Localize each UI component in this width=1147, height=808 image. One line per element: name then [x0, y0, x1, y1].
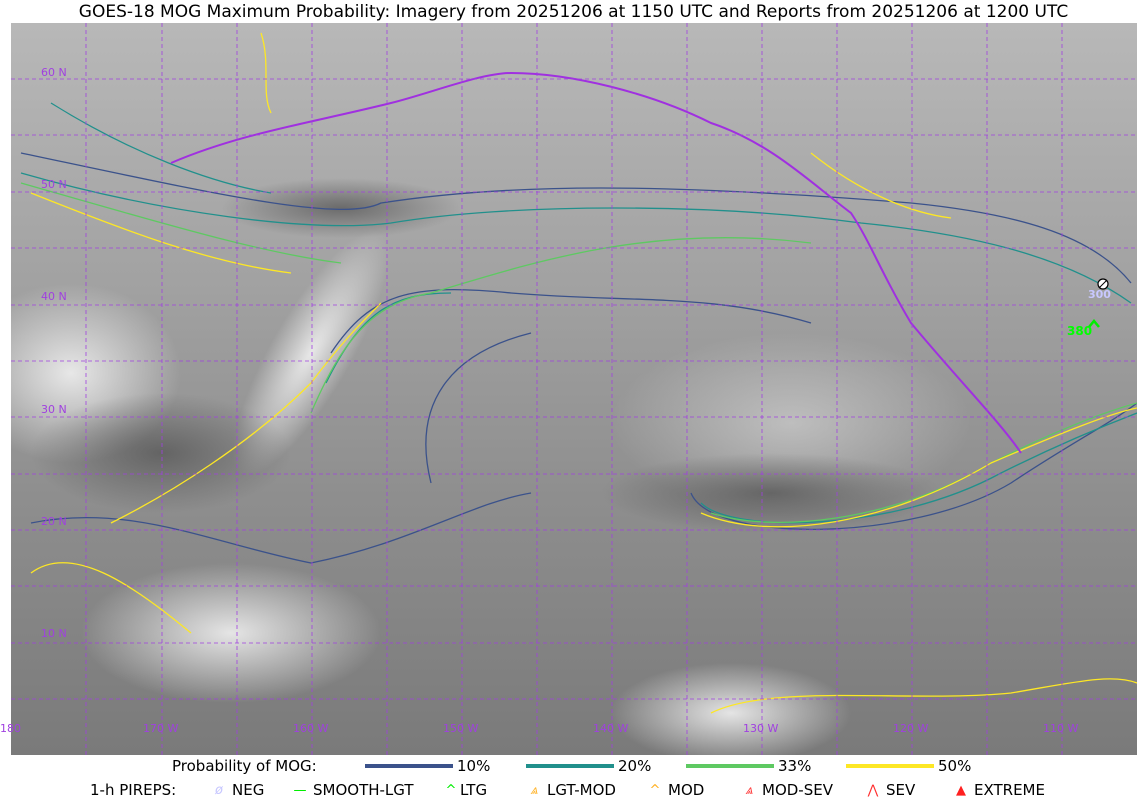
lon-label-180: 180: [0, 722, 21, 735]
lat-label-60n: 60 N: [41, 66, 67, 79]
double-caret-bar-icon: ⩓: [745, 782, 753, 798]
map-canvas: 300 380: [0, 23, 1138, 763]
pirep-legend-title: 1-h PIREPS:: [90, 781, 177, 799]
legend-ltg: ^ LTG: [445, 781, 488, 799]
probability-legend-title: Probability of MOG:: [172, 757, 317, 775]
ltg-icon: [1088, 319, 1100, 328]
caret-bar-icon: ⩓: [530, 782, 538, 798]
line-swatch-icon: [846, 764, 934, 768]
line-swatch-icon: [686, 764, 774, 768]
line-swatch-icon: [365, 764, 453, 768]
legend-mod-sev: ⩓ MOD-SEV: [738, 781, 833, 799]
double-caret-icon: ⋀: [867, 782, 879, 798]
lat-label-20n: 20 N: [41, 515, 67, 528]
lon-label-150w: 150 W: [443, 722, 479, 735]
lon-label-120w: 120 W: [893, 722, 929, 735]
legend-neg: ø NEG: [208, 781, 264, 799]
contour-20: [20, 102, 1138, 524]
neg-circle-slash-icon: ø: [215, 782, 223, 798]
legend-lgt-mod: ⩓ LGT-MOD: [523, 781, 616, 799]
lon-label-130w: 130 W: [743, 722, 779, 735]
caret-icon: ^: [445, 782, 457, 798]
pirep-ltg-marker[interactable]: 380: [1067, 319, 1100, 338]
lat-label-40n: 40 N: [41, 290, 67, 303]
contour-10: [20, 152, 1138, 564]
lon-label-110w: 110 W: [1043, 722, 1079, 735]
filled-triangle-icon: ▲: [956, 782, 966, 798]
legend-sev: ⋀ SEV: [862, 781, 916, 799]
pirep-altitude: 300: [1088, 288, 1111, 301]
lat-label-50n: 50 N: [41, 178, 67, 191]
legend-smooth-lgt: — SMOOTH-LGT: [289, 781, 414, 799]
legend-extreme: ▲ EXTREME: [950, 781, 1045, 799]
lon-label-140w: 140 W: [593, 722, 629, 735]
lat-label-30n: 30 N: [41, 403, 67, 416]
caret-icon: ^: [649, 782, 661, 798]
legend-20-percent: 20%: [526, 757, 651, 775]
lat-label-10n: 10 N: [41, 627, 67, 640]
coastline: [170, 71, 1022, 454]
legend-mod: ^ MOD: [644, 781, 705, 799]
pirep-altitude: 380: [1067, 324, 1092, 338]
pirep-neg-marker[interactable]: 300: [1088, 278, 1111, 301]
lon-label-170w: 170 W: [143, 722, 179, 735]
legend-50-percent: 50%: [846, 757, 971, 775]
graticule: [11, 23, 1137, 755]
legend-33-percent: 33%: [686, 757, 811, 775]
contour-50: [30, 32, 1138, 714]
figure-title: GOES-18 MOG Maximum Probability: Imagery…: [78, 2, 1069, 22]
satellite-map: 300 380 60 N 50 N 40 N 30 N 20 N 10 N 18…: [0, 23, 1138, 763]
legend-10-percent: 10%: [365, 757, 490, 775]
lon-label-160w: 160 W: [293, 722, 329, 735]
line-icon: —: [293, 782, 307, 798]
line-swatch-icon: [526, 764, 614, 768]
